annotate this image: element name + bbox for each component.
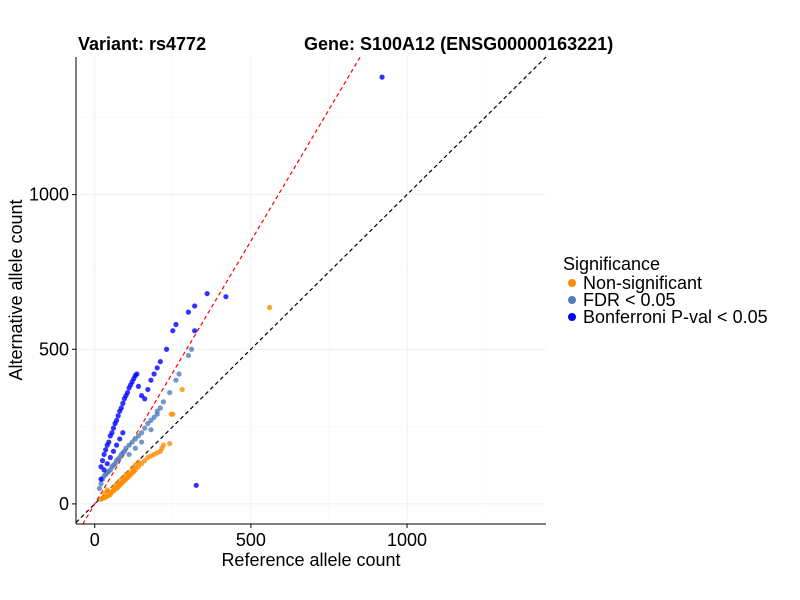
data-point [138,439,145,445]
data-point [104,487,110,493]
data-point [148,427,154,433]
grid [76,57,546,524]
data-point [154,411,160,417]
data-point [99,457,106,464]
x-axis-title: Reference allele count [221,550,400,570]
data-point [126,470,132,476]
data-point [267,304,273,311]
y-tick-label: 0 [59,494,69,514]
data-point [120,400,126,406]
data-point [96,485,103,492]
y-axis-title: Alternative allele count [6,199,26,380]
series-1 [98,304,273,502]
data-point [110,425,117,431]
data-point [176,371,182,377]
data-point [170,328,176,334]
data-point [113,442,120,448]
data-point [154,365,160,371]
data-point [223,294,229,300]
data-point [120,430,126,436]
legend-label: Bonferroni P-val < 0.05 [583,307,768,327]
series-3 [98,74,385,488]
data-point [118,405,124,411]
x-tick-label: 0 [90,530,100,550]
data-point [113,417,120,423]
data-point [379,74,385,80]
data-point [138,430,145,436]
data-point [170,411,176,417]
data-point [98,481,104,487]
series-2 [96,346,195,492]
data-point [110,448,117,454]
data-point [151,371,157,377]
data-point [109,430,115,436]
data-point [98,476,104,482]
data-point [160,442,167,448]
legend-swatch [568,296,576,304]
data-point [192,303,198,309]
data-point [179,386,185,393]
chart-title-variant: Variant: rs4772 [78,34,206,54]
data-point [134,371,140,377]
data-point [185,352,192,359]
ticks: 0 500 1000 0 500 1000 [29,185,427,550]
data-point [185,309,192,315]
legend-label: FDR < 0.05 [583,290,676,310]
data-point [142,396,148,402]
data-point [124,389,131,396]
reference-line-identity [75,56,547,523]
reference-lines [75,56,547,525]
data-point [204,290,210,297]
data-point [157,405,163,411]
data-point [117,436,123,442]
data-point [101,451,107,458]
data-point [192,328,198,334]
data-point [160,399,167,405]
data-point [163,346,170,352]
chart-title-gene: Gene: S100A12 (ENSG00000163221) [304,34,613,54]
data-point [173,321,179,328]
data-point [167,440,173,447]
data-point [157,359,163,365]
data-point [188,346,195,352]
x-tick-label: 500 [236,530,266,550]
axes [75,57,546,525]
data-point [135,383,142,389]
data-point [107,492,113,498]
x-tick-label: 1000 [387,530,427,550]
data-points [96,74,385,502]
data-point [148,377,154,383]
data-point [101,467,107,473]
data-point [135,459,142,465]
data-point [103,447,109,453]
data-point [145,386,151,393]
data-point [167,389,173,396]
data-point [107,454,113,461]
data-point [193,482,199,488]
data-point [126,451,132,458]
legend-title: Significance [563,254,660,274]
data-point [132,445,138,451]
y-tick-label: 1000 [29,185,69,205]
data-point [106,439,112,445]
legend-label: Non-significant [583,273,702,293]
data-point [142,425,148,431]
legend-swatch [568,313,576,321]
legend-swatch [568,279,576,287]
y-tick-label: 500 [39,339,69,359]
data-point [104,461,110,467]
data-point [173,377,179,383]
data-point [115,413,121,419]
